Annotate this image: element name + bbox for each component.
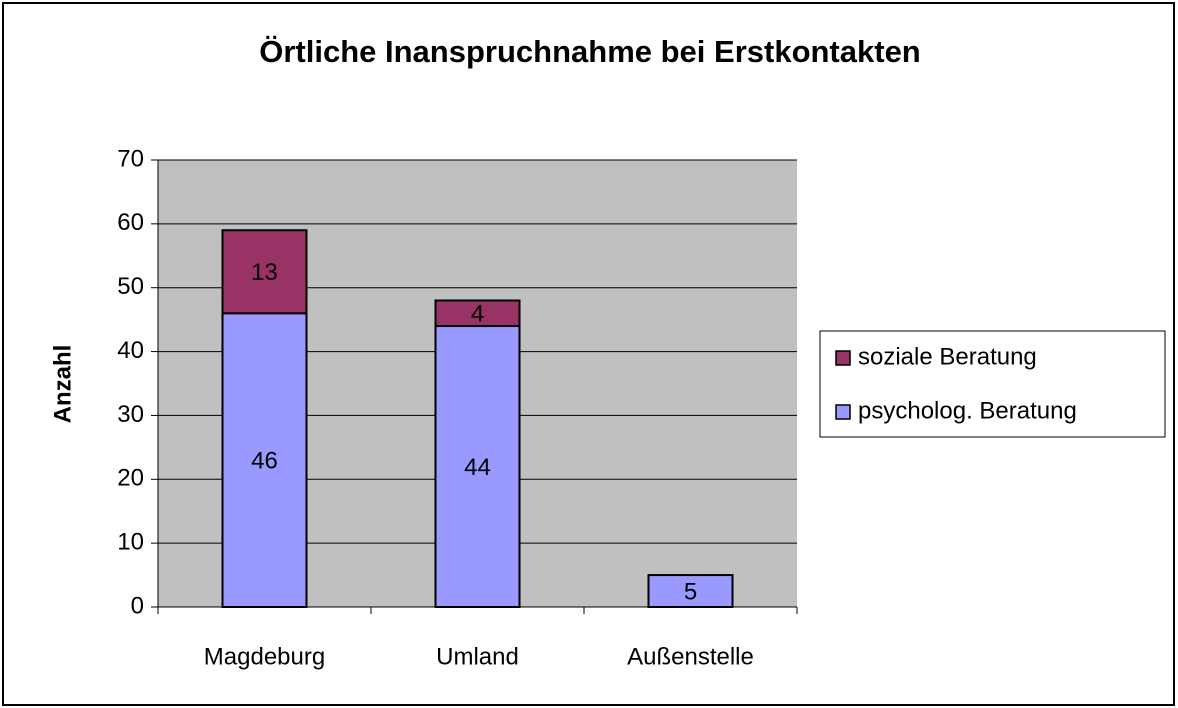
y-tick-label: 60 xyxy=(117,209,144,236)
y-tick-label: 20 xyxy=(117,465,144,492)
y-tick-label: 50 xyxy=(117,273,144,300)
data-label: 4 xyxy=(471,301,484,328)
y-tick-label: 0 xyxy=(131,592,144,619)
chart-title: Örtliche Inanspruchnahme bei Erstkontakt… xyxy=(259,34,921,69)
bar-segment xyxy=(647,574,734,608)
x-tick-label: Außenstelle xyxy=(627,643,754,670)
y-axis-label: Anzahl xyxy=(49,345,76,424)
bar-segment xyxy=(434,325,521,608)
y-tick-label: 40 xyxy=(117,337,144,364)
data-label: 13 xyxy=(251,259,278,286)
legend-label: soziale Beratung xyxy=(858,343,1037,370)
y-tick-label: 70 xyxy=(117,145,144,172)
x-tick-label: Umland xyxy=(436,643,519,670)
bar-segment xyxy=(221,229,308,315)
legend-box xyxy=(819,330,1166,438)
x-tick-label: Magdeburg xyxy=(204,643,325,670)
data-label: 44 xyxy=(464,454,491,481)
data-label: 46 xyxy=(251,447,278,474)
bar-segment xyxy=(434,299,521,328)
bar-segment xyxy=(221,312,308,608)
y-tick-label: 10 xyxy=(117,528,144,555)
legend-swatch xyxy=(835,350,851,366)
y-tick-label: 30 xyxy=(117,401,144,428)
data-label: 5 xyxy=(684,578,697,605)
legend-label: psycholog. Beratung xyxy=(858,397,1077,424)
legend-swatch xyxy=(835,404,851,420)
